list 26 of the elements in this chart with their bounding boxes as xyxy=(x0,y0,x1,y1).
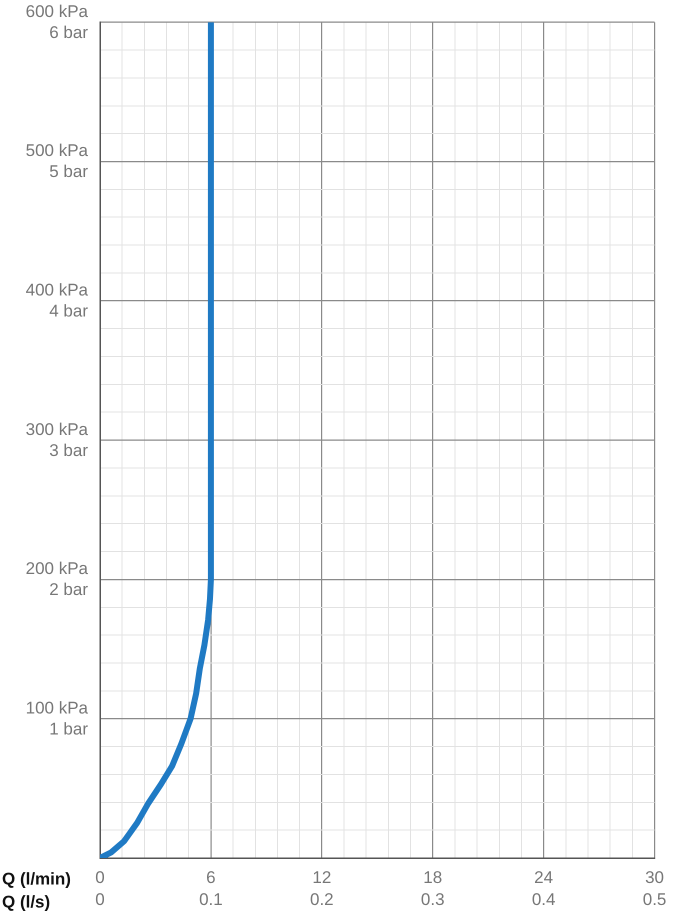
x-tick-label: 0 xyxy=(95,868,105,887)
x2-tick-label: 0.2 xyxy=(310,890,334,909)
y-tick-label: 600 kPa xyxy=(26,2,89,21)
x-tick-label: 24 xyxy=(534,868,554,887)
x-tick-label: 12 xyxy=(312,868,332,887)
x2-tick-label: 0.1 xyxy=(199,890,223,909)
y-tick-label: 500 kPa xyxy=(26,141,89,160)
y2-tick-label: 1 bar xyxy=(49,719,88,738)
y-tick-label: 200 kPa xyxy=(26,559,89,578)
y-tick-label: 100 kPa xyxy=(26,698,89,718)
x-tick-label: 6 xyxy=(206,868,216,887)
x-axis-title: Q (l/min) xyxy=(2,870,71,889)
x-tick-label: 30 xyxy=(645,868,664,887)
x2-tick-label: 0.5 xyxy=(642,890,666,909)
y2-tick-label: 3 bar xyxy=(49,440,88,460)
y2-tick-label: 4 bar xyxy=(49,301,88,320)
x2-tick-label: 0.3 xyxy=(420,890,445,909)
x2-axis-title: Q (l/s) xyxy=(2,892,50,912)
x2-tick-label: 0.4 xyxy=(532,890,556,909)
y2-tick-label: 6 bar xyxy=(49,22,88,42)
x2-tick-label: 0 xyxy=(95,890,105,909)
x-tick-label: 18 xyxy=(423,868,442,887)
y2-tick-label: 2 bar xyxy=(49,580,88,600)
y-tick-label: 300 kPa xyxy=(26,420,89,439)
y2-tick-label: 5 bar xyxy=(49,162,88,182)
y-tick-label: 400 kPa xyxy=(26,280,89,300)
